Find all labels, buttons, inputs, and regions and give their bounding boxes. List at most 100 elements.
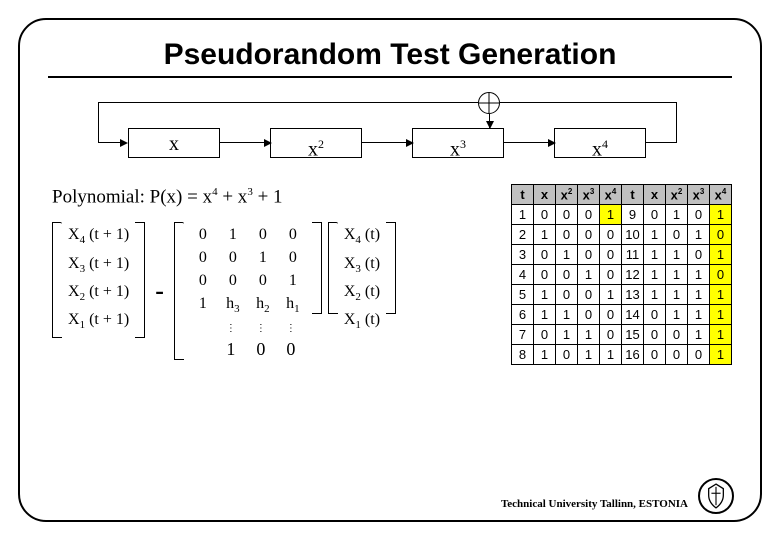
table-row: 30100111101 [512,245,732,265]
table-cell: 1 [688,305,710,325]
table-cell: 0 [556,265,578,285]
table-cell: 13 [622,285,644,305]
table-row: 21000101010 [512,225,732,245]
table-row: 51001131111 [512,285,732,305]
table-cell: 15 [622,325,644,345]
h-value: 1 [220,339,242,360]
table-cell: 0 [644,345,666,365]
table-cell: 0 [644,325,666,345]
table-cell: 0 [578,205,600,225]
vector-entry: X4 (t + 1) [68,225,129,250]
table-cell: 0 [534,325,556,345]
table-cell: 0 [578,305,600,325]
table-cell: 0 [710,225,732,245]
table-header: x4 [600,185,622,205]
table-cell: 1 [578,265,600,285]
table-cell: 8 [512,345,534,365]
dash-icon: ⋮ [250,325,272,333]
left-column: Polynomial: P(x) = x4 + x3 + 1 X4 (t + 1… [48,184,491,365]
title-divider [48,76,732,78]
table-row: 70110150011 [512,325,732,345]
matrix-cell: h1 [282,294,304,319]
wire [98,102,99,143]
table-cell: 0 [600,305,622,325]
table-cell: 0 [556,205,578,225]
content-row: Polynomial: P(x) = x4 + x3 + 1 X4 (t + 1… [48,184,732,365]
table-header: t [622,185,644,205]
polynomial: Polynomial: P(x) = x4 + x3 + 1 [52,186,491,208]
table-cell: 1 [710,245,732,265]
xor-icon [478,92,500,114]
dash-row: ⋮⋮⋮ [220,325,306,333]
bracket-icon [312,222,322,314]
h-value: 0 [250,339,272,360]
vector-entry: X1 (t) [344,310,380,335]
transition-matrix: 0100001000011h3h2h1 ⋮⋮⋮ 100 [190,222,306,359]
table-cell: 0 [556,285,578,305]
table-cell: 0 [644,205,666,225]
table-cell: 0 [600,245,622,265]
table-cell: 1 [556,245,578,265]
vector-entry: X3 (t + 1) [68,254,129,279]
table-cell: 0 [600,225,622,245]
table-cell: 9 [622,205,644,225]
table-cell: 1 [666,265,688,285]
matrix-cell: 0 [192,271,214,291]
table-cell: 1 [600,285,622,305]
matrix-cell: 0 [222,271,244,291]
table-cell: 1 [710,325,732,345]
footer-text: Technical University Tallinn, ESTONIA [501,498,688,510]
slide-title: Pseudorandom Test Generation [48,38,732,72]
vector-entry: X2 (t) [344,282,380,307]
table-header: x3 [688,185,710,205]
table-header: x2 [556,185,578,205]
table-cell: 10 [622,225,644,245]
matrix-cell: h2 [252,294,274,319]
table-cell: 1 [600,345,622,365]
matrix-cell: 1 [192,294,214,319]
wire [676,102,677,143]
lfsr-reg-0: x [128,128,220,158]
table-cell: 0 [688,345,710,365]
lfsr-reg-3: x4 [554,128,646,158]
table-cell: 2 [512,225,534,245]
table-row: 61100140111 [512,305,732,325]
table-cell: 1 [556,305,578,325]
university-logo [698,478,734,514]
table-cell: 1 [710,305,732,325]
table-cell: 14 [622,305,644,325]
dash-icon: ⋮ [220,325,242,333]
wire [220,142,270,143]
table-cell: 0 [688,245,710,265]
table-cell: 0 [534,245,556,265]
matrix-cell: 0 [252,271,274,291]
table-cell: 1 [644,265,666,285]
table-cell: 0 [666,345,688,365]
table-cell: 1 [578,325,600,345]
table-cell: 6 [512,305,534,325]
matrix-cell: 0 [192,225,214,245]
matrix-cell: 1 [252,248,274,268]
table-cell: 0 [666,325,688,345]
table-cell: 1 [666,205,688,225]
wire [504,142,554,143]
arrow-icon [486,121,494,129]
table-cell: 0 [578,225,600,245]
bracket-icon [174,222,184,359]
table-cell: 0 [534,205,556,225]
table-cell: 1 [666,305,688,325]
arrow-icon [264,139,272,147]
bracket-icon [135,222,145,338]
table-header: x2 [666,185,688,205]
table-cell: 1 [534,345,556,365]
table-cell: 1 [688,265,710,285]
table-cell: 1 [710,285,732,305]
table-cell: 1 [666,285,688,305]
vector-entry: X3 (t) [344,254,380,279]
matrix-cell: 0 [192,248,214,268]
table-cell: 1 [666,245,688,265]
wire [362,142,412,143]
vector-entry: X2 (t + 1) [68,282,129,307]
table-cell: 1 [644,225,666,245]
table-row: 1000190101 [512,205,732,225]
